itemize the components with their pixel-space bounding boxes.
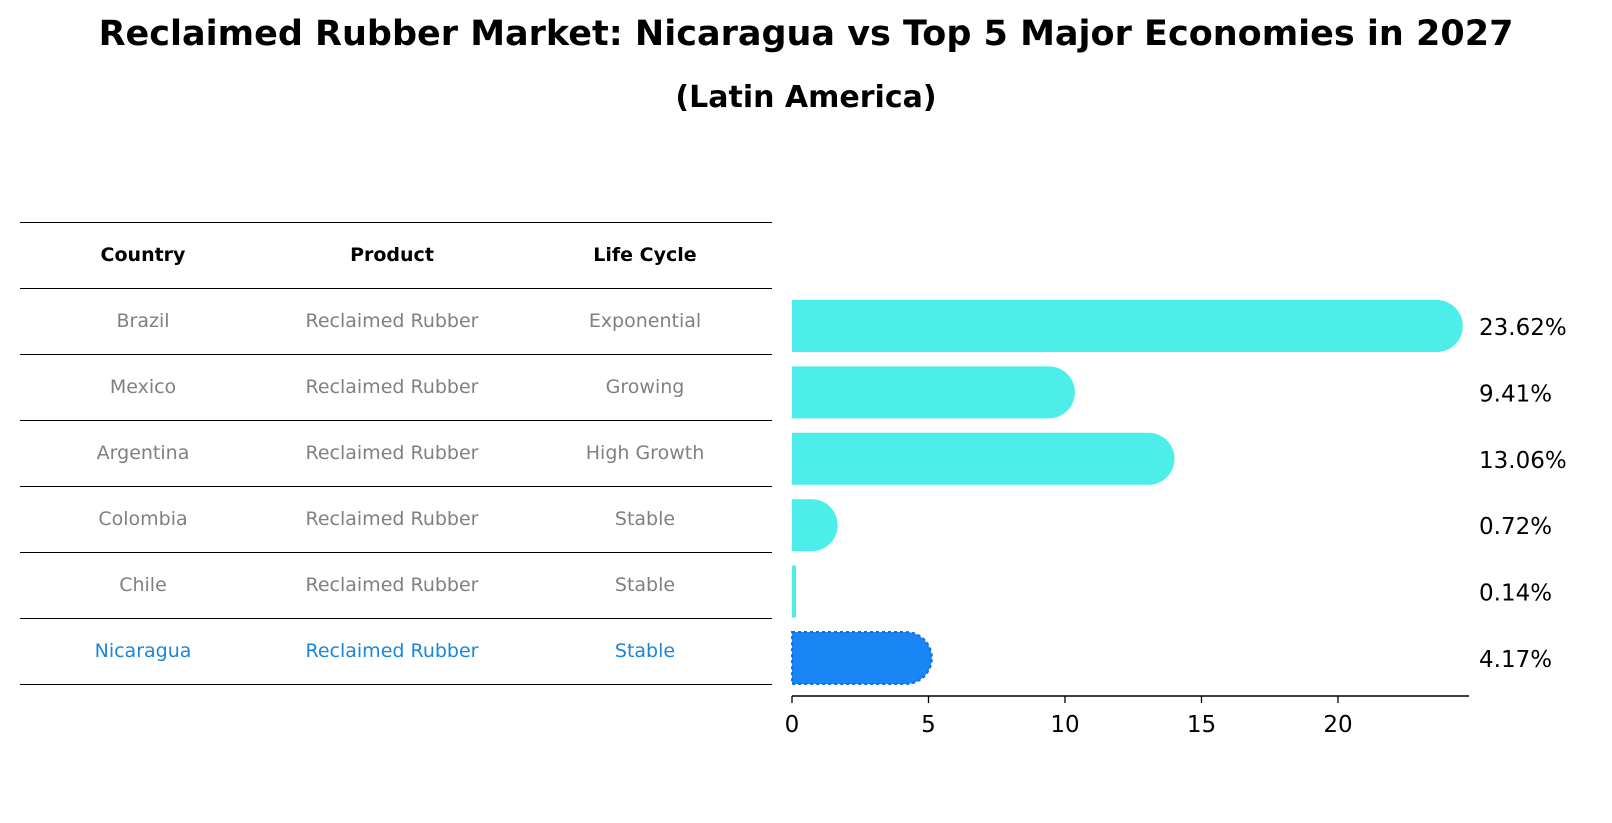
chart-title: Reclaimed Rubber Market: Nicaragua vs To… [98, 14, 1514, 54]
table-row-highlight: Nicaragua Reclaimed Rubber Stable [20, 618, 772, 684]
cell-product: Reclaimed Rubber [305, 310, 479, 332]
value-label: 0.72% [1479, 514, 1552, 540]
table-row: Colombia Reclaimed Rubber Stable [20, 486, 772, 552]
table-row: Mexico Reclaimed Rubber Growing [20, 354, 772, 420]
table-row: Argentina Reclaimed Rubber High Growth [20, 420, 772, 486]
table-row: Chile Reclaimed Rubber Stable [20, 552, 772, 618]
cell-country: Colombia [98, 508, 188, 530]
cell-country: Argentina [96, 442, 190, 464]
cell-product: Reclaimed Rubber [305, 574, 479, 596]
bar-nicaragua [791, 631, 933, 685]
value-label-group: 23.62% 9.41% 13.06% 0.72% 0.14% 4.17% [1479, 315, 1567, 673]
bar-colombia [792, 499, 838, 552]
cell-life-cycle: Stable [614, 640, 676, 662]
value-label: 9.41% [1479, 381, 1552, 407]
bar-chile [792, 565, 796, 618]
x-tick-label: 20 [1323, 712, 1352, 738]
cell-life-cycle: High Growth [585, 442, 705, 464]
cell-life-cycle: Stable [614, 508, 676, 530]
cell-country: Nicaragua [94, 640, 192, 662]
cell-country: Mexico [109, 376, 177, 398]
value-label: 0.14% [1479, 581, 1552, 607]
header-country: Country [100, 244, 186, 266]
x-tick-label: 0 [785, 712, 800, 738]
table-rule [20, 486, 772, 487]
table-rule [20, 618, 772, 619]
cell-country: Brazil [116, 310, 170, 332]
cell-product: Reclaimed Rubber [305, 508, 479, 530]
cell-product: Reclaimed Rubber [305, 442, 479, 464]
value-label: 4.17% [1479, 647, 1552, 673]
cell-product: Reclaimed Rubber [305, 640, 479, 662]
x-tick-label: 10 [1050, 712, 1079, 738]
x-tick-label: 15 [1187, 712, 1216, 738]
x-tick-label: 5 [921, 712, 936, 738]
bar-argentina [792, 432, 1175, 485]
table-rule [20, 354, 772, 355]
x-axis: 0 5 10 15 20 [785, 695, 1469, 738]
cell-life-cycle: Stable [614, 574, 676, 596]
header-life-cycle: Life Cycle [593, 244, 697, 266]
table-rule [20, 288, 772, 289]
cell-product: Reclaimed Rubber [305, 376, 479, 398]
table-rule [20, 552, 772, 553]
table-rule [20, 684, 772, 685]
bar-group [791, 300, 1463, 685]
cell-country: Chile [119, 574, 167, 596]
chart-subtitle: (Latin America) [675, 80, 937, 115]
value-label: 23.62% [1479, 315, 1567, 341]
table-header-row: Country Product Life Cycle [20, 222, 772, 288]
table-rule [20, 222, 772, 223]
cell-life-cycle: Exponential [588, 310, 702, 332]
bar-brazil [792, 300, 1463, 352]
table-row: Brazil Reclaimed Rubber Exponential [20, 288, 772, 354]
bar-mexico [792, 366, 1075, 419]
table-rule [20, 420, 772, 421]
header-product: Product [350, 244, 434, 266]
value-label: 13.06% [1479, 448, 1567, 474]
cell-life-cycle: Growing [605, 376, 685, 398]
